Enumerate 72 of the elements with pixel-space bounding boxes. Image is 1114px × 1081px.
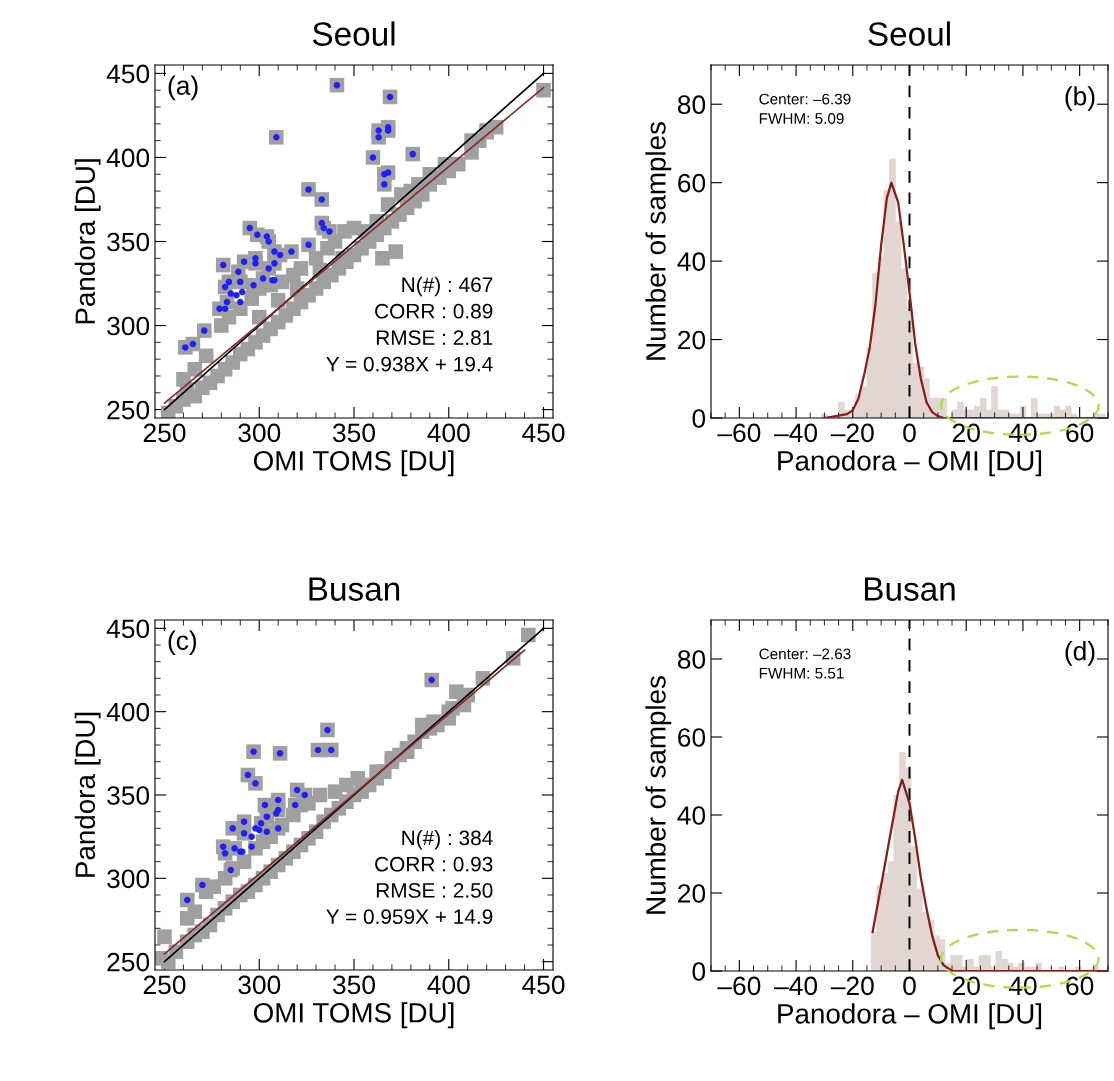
annotation: (c): [168, 630, 197, 656]
annotation: FWHM: 5.09: [759, 113, 844, 124]
y-tick-label: 400: [106, 702, 150, 722]
y-axis-title: Pandora [DU]: [74, 159, 101, 324]
x-tick-label: 0: [903, 976, 916, 996]
y-axis-title: Number of samples: [645, 676, 672, 914]
y-axis-title: Pandora [DU]: [74, 712, 101, 877]
annotation: RMSE : 2.50: [376, 883, 493, 898]
x-tick-label: –60: [717, 976, 761, 996]
y-tick-label: 300: [107, 869, 150, 889]
x-tick-label: 300: [238, 423, 281, 443]
annotation: FWHM: 5.51: [759, 667, 844, 679]
y-tick-label: 20: [678, 330, 706, 350]
y-tick-label: 250: [107, 952, 150, 972]
y-tick-label: 40: [677, 806, 706, 825]
x-axis-title: Panodora – OMI [DU]: [778, 450, 1042, 477]
x-tick-label: 450: [522, 423, 565, 443]
annotation: Y = 0.938X + 19.4: [326, 356, 493, 372]
y-tick-label: 450: [106, 619, 150, 639]
y-tick-label: 250: [107, 400, 150, 420]
y-tick-label: 20: [678, 884, 706, 903]
x-tick-label: –20: [830, 976, 874, 996]
x-tick-label: 450: [522, 975, 565, 995]
y-tick-label: 60: [678, 728, 706, 747]
chart-title: Seoul: [868, 21, 950, 46]
annotation: Center: –6.39: [759, 93, 851, 105]
x-tick-label: –20: [830, 423, 874, 443]
x-tick-label: 400: [427, 423, 470, 443]
x-tick-label: 40: [1008, 423, 1037, 443]
y-tick-label: 300: [107, 316, 150, 336]
annotation: RMSE : 2.81: [376, 330, 493, 346]
annotation: (d): [1065, 641, 1095, 666]
annotation: Center: –2.63: [759, 648, 851, 660]
y-tick-label: 40: [677, 252, 706, 271]
annotation: CORR : 0.93: [375, 856, 493, 872]
y-tick-label: 0: [692, 962, 706, 981]
x-tick-label: 60: [1066, 976, 1094, 996]
y-axis-title: Number of samples: [645, 122, 672, 360]
annotation: CORR : 0.89: [375, 303, 493, 319]
x-tick-label: –40: [774, 423, 818, 443]
x-tick-label: 400: [427, 975, 470, 995]
chart-title: Busan: [309, 577, 400, 601]
y-tick-label: 0: [692, 409, 706, 428]
x-tick-label: 0: [903, 423, 916, 443]
x-tick-label: –40: [774, 976, 818, 996]
x-tick-label: 40: [1008, 976, 1037, 996]
y-tick-label: 80: [677, 650, 706, 669]
annotation: (b): [1065, 86, 1095, 111]
annotation: Y = 0.959X + 14.9: [326, 909, 493, 925]
y-tick-label: 400: [106, 148, 150, 168]
annotation: N(#) : 384: [402, 830, 493, 850]
y-tick-label: 350: [107, 786, 150, 805]
x-tick-label: 350: [332, 423, 375, 443]
y-tick-label: 80: [677, 95, 706, 115]
x-axis-title: OMI TOMS [DU]: [253, 1002, 454, 1029]
y-tick-label: 450: [106, 64, 150, 84]
x-tick-label: 60: [1066, 423, 1094, 443]
x-axis-title: OMI TOMS [DU]: [253, 450, 454, 477]
chart-title: Busan: [864, 577, 955, 601]
x-tick-label: 350: [332, 975, 375, 995]
y-tick-label: 60: [678, 173, 706, 193]
x-axis-title: Panodora – OMI [DU]: [778, 1003, 1042, 1030]
x-tick-label: 250: [143, 975, 186, 995]
annotation: (a): [168, 75, 198, 101]
y-tick-label: 350: [107, 232, 150, 252]
x-tick-label: 300: [238, 975, 281, 995]
annotation: N(#) : 467: [402, 276, 493, 297]
x-tick-label: 20: [952, 423, 980, 443]
x-tick-label: 250: [143, 423, 186, 443]
chart-title: Seoul: [312, 21, 395, 46]
x-tick-label: –60: [717, 423, 761, 443]
x-tick-label: 20: [952, 976, 980, 996]
